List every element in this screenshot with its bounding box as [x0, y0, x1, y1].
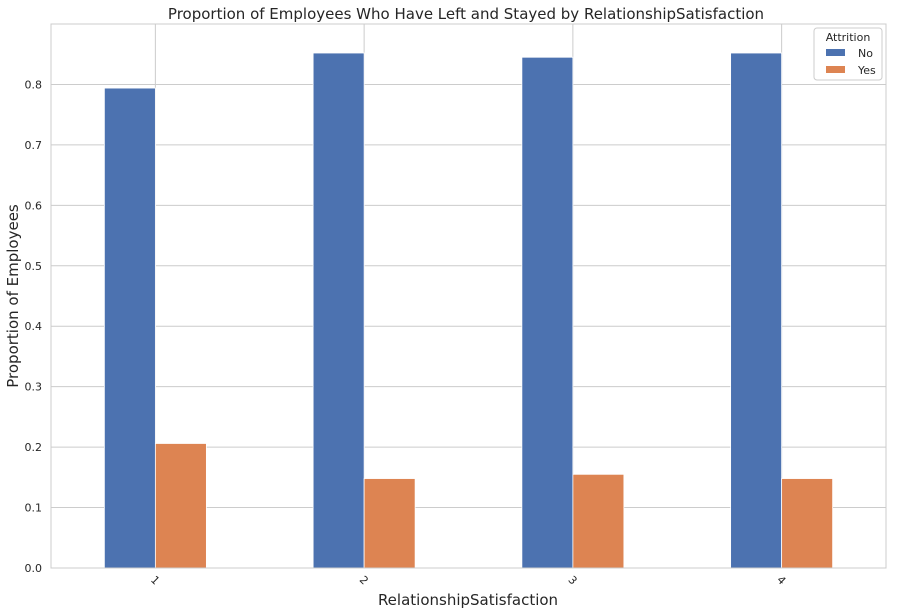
legend: Attrition No Yes [813, 27, 883, 81]
y-tick-label: 0.2 [25, 441, 43, 454]
y-tick-label: 0.0 [25, 562, 43, 575]
x-tick-label: 4 [774, 573, 788, 587]
bar-yes-1 [154, 443, 207, 569]
legend-swatch-yes [826, 66, 845, 73]
bars [103, 52, 834, 569]
chart-title: Proportion of Employees Who Have Left an… [168, 5, 764, 23]
y-tick-label: 0.4 [25, 320, 43, 333]
bar-no-1 [103, 87, 156, 569]
x-tick-label: 1 [148, 573, 162, 587]
legend-swatch-no [826, 49, 845, 56]
y-tick-label: 0.5 [25, 260, 43, 273]
y-tick-label: 0.8 [25, 78, 43, 91]
bar-yes-3 [572, 473, 625, 569]
y-tick-label: 0.6 [25, 199, 43, 212]
x-axis-label: RelationshipSatisfaction [378, 591, 558, 609]
plot-frame [50, 23, 887, 569]
legend-label-yes: Yes [857, 64, 876, 77]
bar-no-2 [312, 52, 365, 569]
legend-title: Attrition [826, 31, 871, 44]
bar-yes-4 [781, 478, 834, 569]
y-tick-label: 0.1 [25, 502, 43, 515]
bar-no-3 [521, 56, 574, 569]
bar-no-4 [730, 52, 783, 569]
y-tick-label: 0.3 [25, 381, 43, 394]
y-tick-label: 0.7 [25, 139, 43, 152]
x-tick-label: 3 [565, 573, 579, 587]
y-axis-label: Proportion of Employees [4, 204, 22, 388]
x-axis-ticks: 1 2 3 4 [148, 573, 788, 587]
bar-yes-2 [363, 478, 416, 569]
legend-label-no: No [858, 47, 873, 60]
x-tick-label: 2 [357, 573, 371, 587]
y-axis-ticks: 0.0 0.1 0.2 0.3 0.4 0.5 0.6 0.7 0.8 [25, 78, 43, 575]
